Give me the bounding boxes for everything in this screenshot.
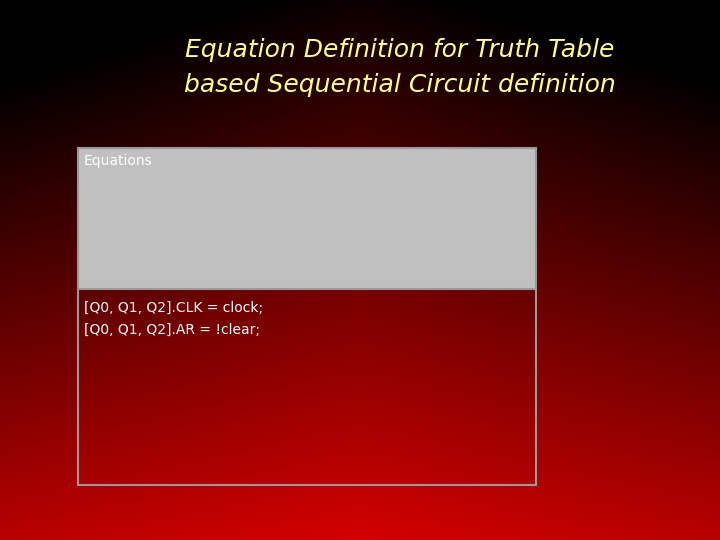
Text: Equation Definition for Truth Table: Equation Definition for Truth Table	[185, 38, 615, 62]
Text: [Q0, Q1, Q2].CLK = clock;: [Q0, Q1, Q2].CLK = clock;	[84, 301, 263, 315]
Text: [Q0, Q1, Q2].AR = !clear;: [Q0, Q1, Q2].AR = !clear;	[84, 323, 260, 337]
Text: based Sequential Circuit definition: based Sequential Circuit definition	[184, 73, 616, 97]
Bar	[78, 148, 536, 289]
Text: Equations: Equations	[84, 154, 153, 168]
Bar	[78, 148, 536, 485]
